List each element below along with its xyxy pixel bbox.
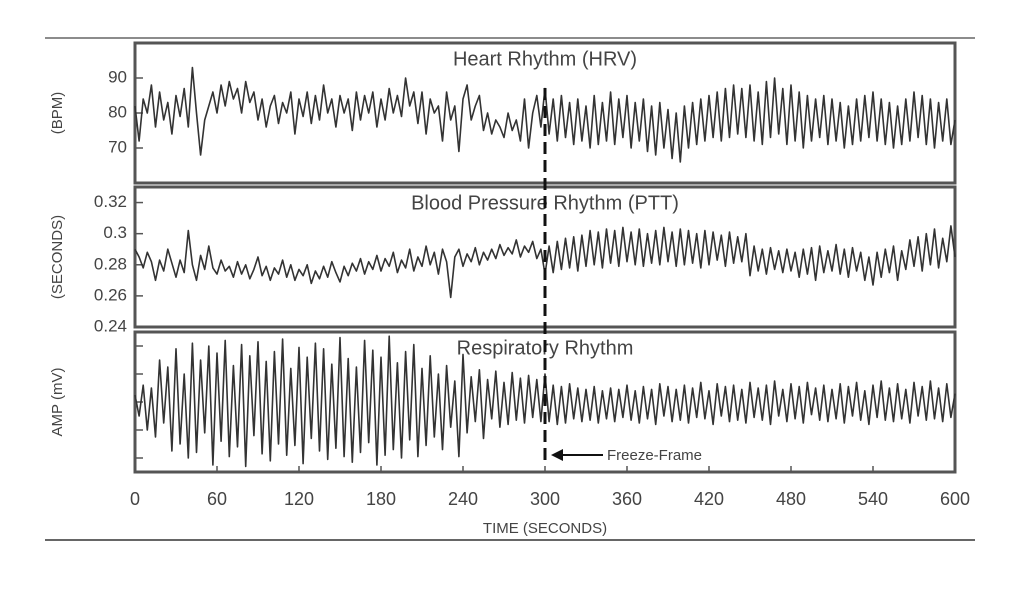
x-tick-label: 120	[284, 489, 314, 509]
y-tick-label: 0.28	[94, 254, 127, 273]
x-tick-label: 0	[130, 489, 140, 509]
x-axis-label: TIME (SECONDS)	[483, 520, 607, 537]
y-tick-label: 0.32	[94, 192, 127, 211]
x-tick-label: 420	[694, 489, 724, 509]
x-tick-label: 180	[366, 489, 396, 509]
panel-title: Heart Rhythm (HRV)	[453, 48, 637, 70]
y-axis-label: (BPM)	[49, 92, 66, 135]
y-axis-label: (SECONDS)	[49, 215, 66, 299]
annotation-arrow-head	[551, 449, 563, 461]
annotation: Freeze-Frame	[607, 447, 702, 464]
x-tick-label: 300	[530, 489, 560, 509]
x-tick-label: 600	[940, 489, 970, 509]
x-tick-label: 240	[448, 489, 478, 509]
x-tick-label: 60	[207, 489, 227, 509]
x-tick-label: 480	[776, 489, 806, 509]
y-tick-label: 0.26	[94, 285, 127, 304]
y-axis-label: AMP (mV)	[49, 368, 66, 437]
y-tick-label: 0.3	[103, 223, 127, 242]
y-tick-label: 90	[108, 67, 127, 86]
signal-line	[134, 335, 956, 468]
y-tick-label: 0.24	[94, 316, 127, 335]
y-tick-label: 80	[108, 102, 127, 121]
x-tick-label: 360	[612, 489, 642, 509]
y-tick-label: 70	[108, 137, 127, 156]
x-tick-label: 540	[858, 489, 888, 509]
